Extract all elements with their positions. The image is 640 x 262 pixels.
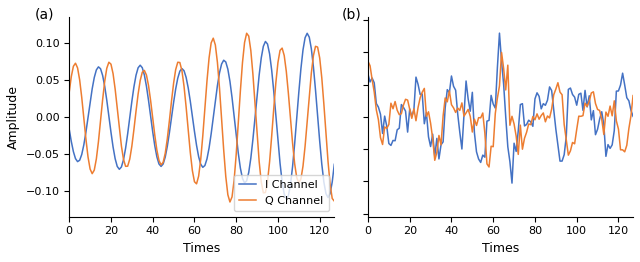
Q Channel	[65, 91, 73, 94]
I Channel	[163, 145, 171, 148]
Legend: I Channel, Q Channel: I Channel, Q Channel	[234, 174, 329, 211]
Y-axis label: Amplitude: Amplitude	[7, 85, 20, 149]
I Channel	[303, 32, 311, 35]
I Channel	[282, 197, 290, 200]
I Channel	[65, 128, 73, 131]
I Channel	[174, 77, 182, 80]
Q Channel	[203, 79, 211, 83]
Q Channel	[322, 132, 330, 135]
I Channel	[295, 91, 303, 94]
Q Channel	[163, 137, 171, 140]
I Channel	[203, 157, 211, 160]
Q Channel	[174, 61, 182, 64]
Q Channel	[297, 177, 305, 181]
Text: (a): (a)	[35, 7, 54, 21]
Q Channel	[130, 128, 138, 131]
X-axis label: Times: Times	[183, 242, 220, 255]
I Channel	[130, 85, 138, 88]
Q Channel	[243, 32, 250, 35]
Q Channel	[330, 200, 338, 203]
I Channel	[322, 192, 330, 195]
Line: I Channel: I Channel	[69, 33, 334, 199]
Line: Q Channel: Q Channel	[69, 33, 334, 202]
Text: (b): (b)	[342, 7, 361, 21]
I Channel	[330, 163, 338, 166]
Q Channel	[226, 200, 234, 204]
X-axis label: Times: Times	[482, 242, 519, 255]
